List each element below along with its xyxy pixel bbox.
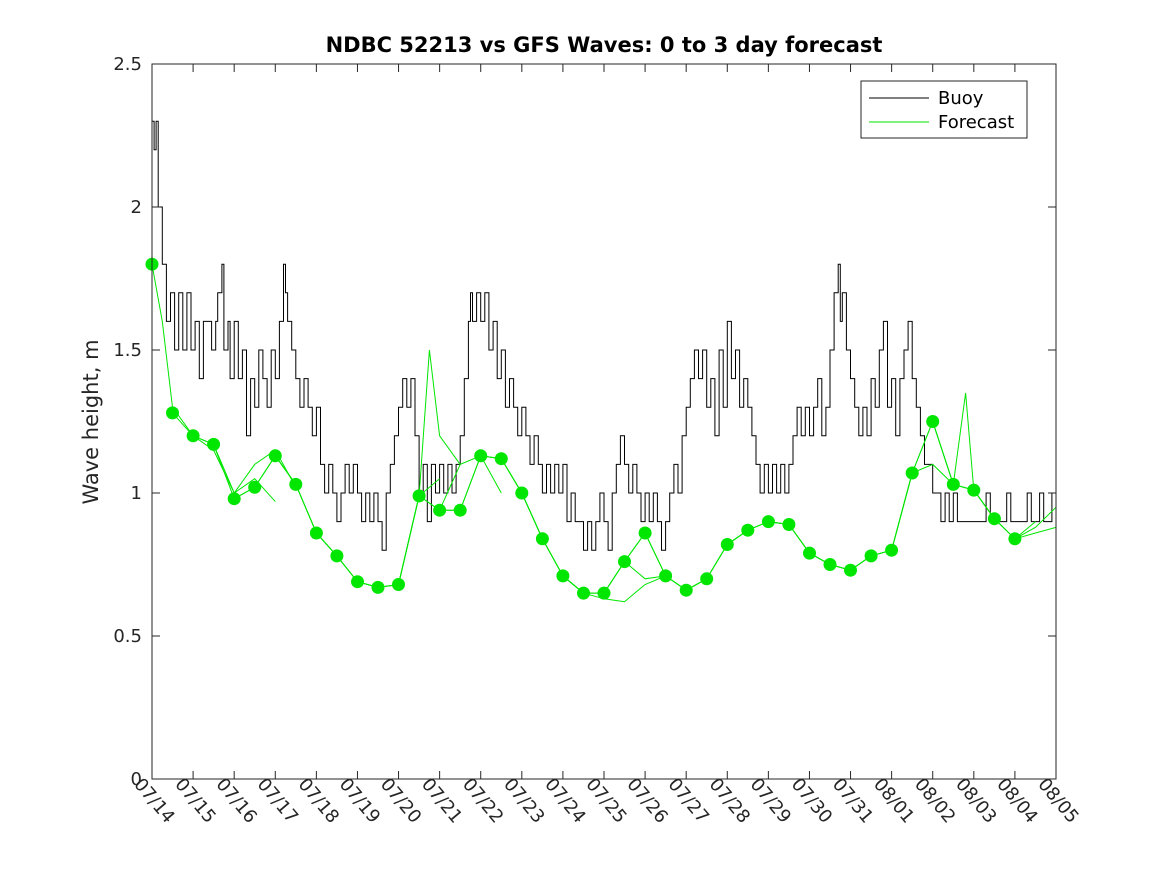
forecast-marker-39	[946, 477, 960, 491]
forecast-marker-14	[433, 503, 447, 517]
forecast-marker-6	[268, 449, 282, 463]
forecast-marker-27	[700, 572, 714, 586]
legend-label-forecast: Forecast	[938, 112, 1014, 133]
forecast-marker-7	[289, 477, 303, 491]
forecast-marker-42	[1008, 532, 1022, 546]
y-axis-label: Wave height, m	[79, 339, 103, 504]
forecast-marker-4	[227, 492, 241, 506]
forecast-marker-19	[535, 532, 549, 546]
legend: Buoy Forecast	[860, 80, 1028, 139]
forecast-marker-24	[638, 526, 652, 540]
forecast-marker-11	[371, 580, 385, 594]
forecast-marker-23	[618, 555, 631, 569]
legend-label-buoy: Buoy	[938, 88, 984, 109]
buoy-series-line	[152, 120, 1056, 551]
forecast-marker-12	[392, 578, 405, 591]
forecast-run-line-0	[152, 264, 276, 502]
forecast-marker-34	[844, 563, 857, 577]
forecast-marker-25	[659, 569, 673, 583]
forecast-marker-28	[720, 538, 734, 551]
forecast-marker-18	[515, 486, 529, 500]
forecast-marker-37	[905, 466, 919, 480]
forecast-marker-32	[803, 546, 816, 560]
forecast-marker-3	[207, 437, 221, 451]
y-tick-label: 0.5	[113, 626, 142, 647]
forecast-marker-26	[679, 583, 693, 597]
forecast-marker-29	[741, 523, 755, 537]
forecast-marker-15	[453, 503, 467, 517]
forecast-marker-1	[166, 406, 179, 420]
forecast-marker-40	[967, 483, 981, 497]
forecast-marker-16	[474, 449, 488, 463]
forecast-marker-21	[577, 586, 590, 600]
forecast-marker-41	[987, 512, 1001, 526]
legend-box	[860, 80, 1028, 139]
forecast-marker-35	[864, 549, 878, 563]
forecast-marker-33	[823, 558, 837, 571]
forecast-marker-8	[309, 526, 323, 540]
plot-area	[145, 120, 1056, 603]
forecast-marker-31	[782, 518, 796, 531]
forecast-marker-38	[926, 415, 940, 428]
forecast-marker-36	[885, 543, 899, 557]
forecast-marker-20	[556, 569, 570, 583]
y-tick-label: 2	[131, 197, 142, 218]
y-tick-label: 2.5	[113, 54, 142, 75]
forecast-marker-5	[248, 480, 262, 494]
forecast-marker-17	[494, 452, 508, 466]
forecast-run-line-10	[521, 492, 666, 603]
y-tick-label: 1	[131, 483, 142, 504]
forecast-marker-9	[330, 549, 344, 563]
chart-title: NDBC 52213 vs GFS Waves: 0 to 3 day fore…	[326, 33, 883, 57]
forecast-marker-30	[761, 515, 775, 529]
forecast-marker-22	[597, 586, 611, 600]
y-tick-label: 1.5	[113, 340, 142, 361]
y-tick-label: 0	[131, 769, 142, 790]
forecast-marker-13	[412, 489, 426, 503]
forecast-marker-10	[351, 575, 364, 589]
forecast-marker-2	[186, 429, 200, 443]
